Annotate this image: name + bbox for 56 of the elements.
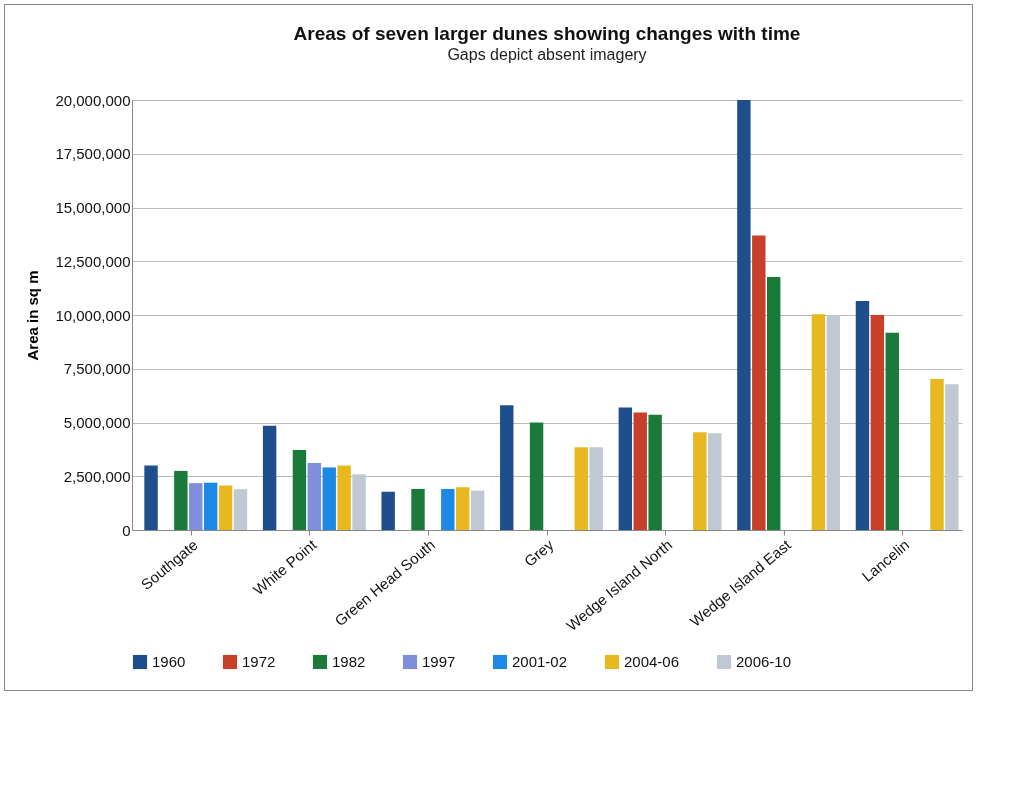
legend-label: 1960: [152, 653, 186, 670]
y-tick-label: 2,500,000: [63, 467, 131, 485]
bar: [470, 490, 485, 530]
bar: [885, 332, 899, 530]
chart-subtitle: Gaps depict absent imagery: [447, 46, 647, 63]
bar: [752, 235, 766, 530]
bar: [411, 488, 425, 530]
y-tick-label: 17,500,000: [55, 145, 131, 163]
bar: [767, 276, 781, 530]
y-tick-label: 12,500,000: [55, 252, 131, 270]
bar: [262, 425, 277, 530]
bar: [337, 465, 351, 530]
y-tick-label: 7,500,000: [63, 360, 131, 378]
bar: [189, 483, 203, 530]
bar: [441, 488, 455, 530]
bar: [855, 301, 870, 530]
bar: [203, 482, 218, 530]
bar: [945, 384, 959, 530]
bar: [930, 379, 944, 530]
bar: [811, 314, 826, 530]
bar: [456, 487, 470, 530]
x-tick-label: Grey: [520, 535, 558, 570]
bar: [737, 100, 751, 530]
y-axis-title: Area in sq m: [24, 270, 42, 361]
bar: [870, 315, 885, 530]
y-tick-label: 10,000,000: [55, 306, 131, 324]
legend-label: 2001-02: [512, 653, 568, 670]
bar: [233, 489, 248, 530]
bar: [322, 467, 336, 530]
bar: [826, 315, 841, 530]
legend-label: 2004-06: [624, 653, 680, 670]
bar: [529, 422, 544, 530]
chart-title: Areas of seven larger dunes showing changes with time: [293, 23, 801, 44]
bar: [218, 485, 233, 530]
bar: [500, 405, 514, 530]
bar: [292, 450, 307, 530]
bar: [174, 470, 188, 530]
bar: [381, 491, 395, 530]
legend-label: 1997: [422, 653, 456, 670]
y-tick-label: 20,000,000: [55, 91, 131, 109]
bar: [144, 465, 158, 530]
bar: [589, 447, 603, 530]
bar: [352, 474, 366, 530]
bar: [618, 407, 633, 530]
bar: [574, 447, 588, 530]
y-tick-label: 0: [122, 521, 131, 539]
y-tick-label: 5,000,000: [63, 414, 131, 431]
legend-label: 1982: [332, 653, 366, 670]
legend-label: 2006-10: [736, 653, 792, 670]
bar: [648, 414, 662, 530]
bar: [708, 433, 722, 530]
bar: [633, 412, 647, 530]
legend-label: 1972: [242, 653, 276, 670]
y-tick-label: 15,000,000: [55, 199, 131, 216]
bar: [693, 432, 707, 530]
bar: [307, 462, 322, 530]
